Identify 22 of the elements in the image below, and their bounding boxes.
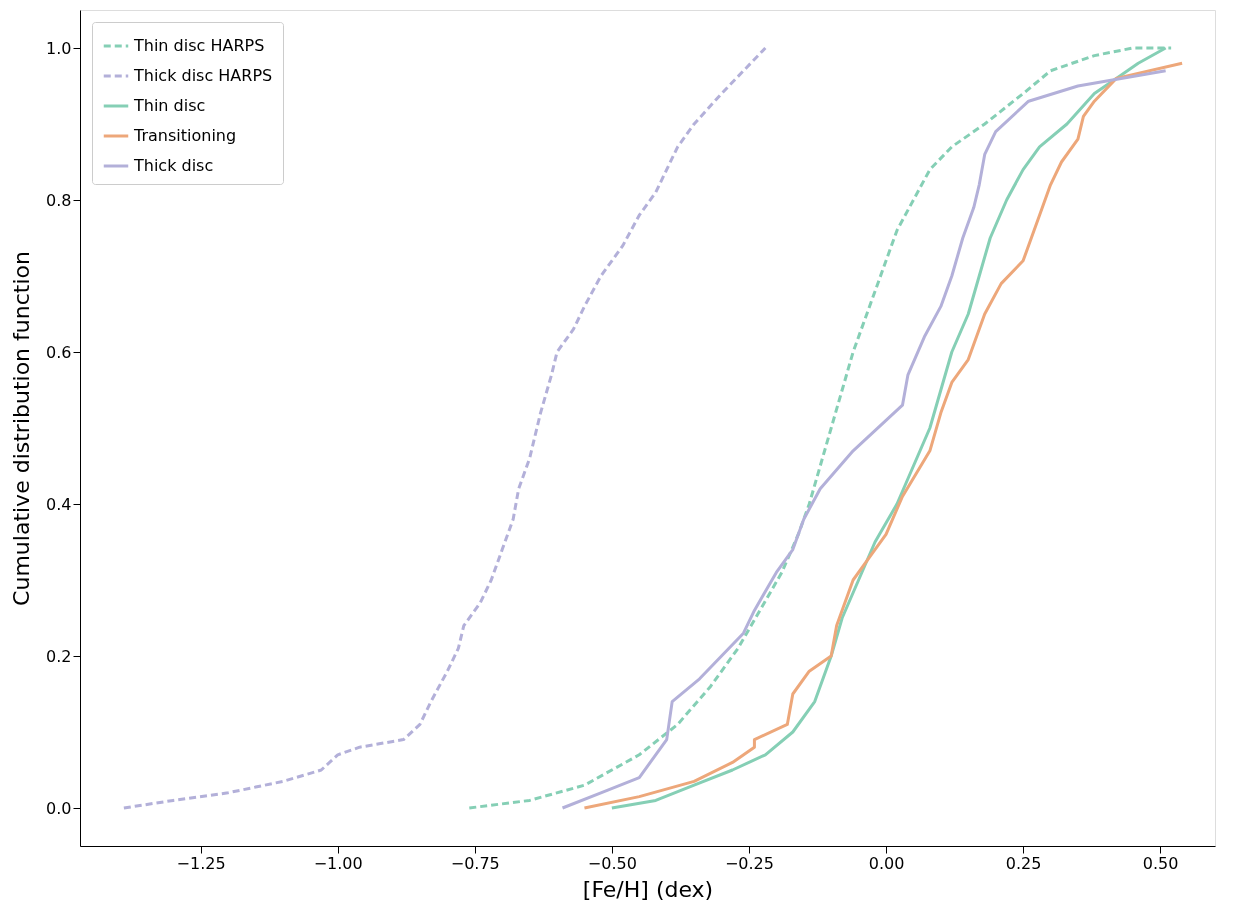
y-tick-label: 0.8 [46,190,72,210]
x-tick-label: 0.25 [1005,853,1042,873]
x-tick-label: −0.25 [724,853,774,873]
legend-label: Thin disc [133,96,206,115]
y-tick-label: 0.4 [46,494,72,514]
y-tick-label: 0.2 [46,646,72,666]
x-tick-label: −0.50 [587,853,637,873]
y-tick-label: 1.0 [46,38,72,58]
line-series [467,46,1173,810]
x-axis-title: [Fe/H] (dex) [582,876,714,902]
legend-label: Transitioning [133,126,237,145]
y-tick-label: 0.0 [46,798,72,818]
y-tick-label: 0.6 [46,342,72,362]
x-tick-label: 0.50 [1142,853,1179,873]
x-tick-label: 0.00 [868,853,905,873]
legend-label: Thick disc HARPS [133,66,273,85]
y-axis-title: Cumulative distribution function [9,251,35,606]
x-tick-label: −1.25 [176,853,226,873]
legend-label: Thin disc HARPS [133,36,265,55]
legend-label: Thick disc [133,156,214,175]
x-tick-label: −0.75 [450,853,500,873]
x-tick-label: −1.00 [313,853,363,873]
